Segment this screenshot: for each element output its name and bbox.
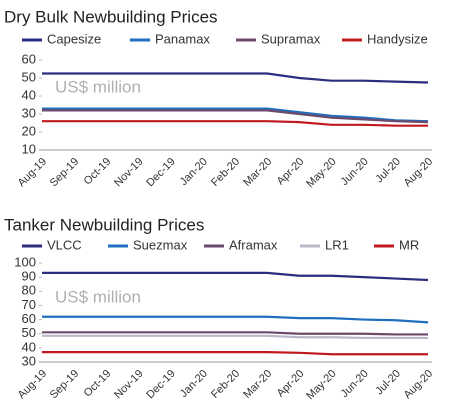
x-tick-label: Jan-20 — [178, 156, 210, 188]
chart-title: Dry Bulk Newbuilding Prices — [4, 7, 218, 26]
chart-title: Tanker Newbuilding Prices — [4, 215, 204, 234]
y-tick-label: 50 — [22, 69, 36, 84]
x-tick-label: Sep-19 — [48, 368, 82, 402]
y-tick-label: 30 — [22, 105, 36, 120]
x-tick-label: Feb-20 — [209, 368, 242, 401]
x-tick-label: Nov-19 — [112, 156, 146, 190]
x-tick-label: Jul-20 — [373, 156, 403, 186]
y-tick-label: 80 — [22, 283, 36, 298]
y-tick-label: 30 — [22, 353, 36, 368]
x-tick-label: Sep-19 — [48, 156, 82, 190]
series-line — [42, 334, 428, 340]
x-tick-label: Nov-19 — [112, 368, 146, 402]
annotation: US$ million — [55, 287, 141, 306]
series-line — [42, 315, 429, 324]
x-tick-label: May-20 — [304, 368, 338, 402]
y-tick-label: 100 — [14, 254, 36, 269]
x-tick-label: Jun-20 — [339, 368, 371, 400]
annotation: US$ million — [55, 77, 141, 96]
legend-label: Handysize — [367, 31, 428, 46]
series-line — [42, 271, 429, 282]
y-tick-label: 50 — [22, 325, 36, 340]
x-tick-label: Mar-20 — [241, 156, 274, 189]
series-line — [42, 107, 429, 123]
x-tick-label: May-20 — [304, 156, 338, 190]
legend-label: VLCC — [47, 237, 82, 252]
y-tick-label: 40 — [22, 339, 36, 354]
legend-label: Panamax — [155, 31, 210, 46]
series-line — [42, 72, 429, 84]
x-tick-label: Dec-19 — [144, 368, 178, 402]
y-tick-label: 70 — [22, 297, 36, 312]
x-tick-label: Aug-20 — [402, 368, 436, 402]
x-tick-label: Mar-20 — [241, 368, 274, 401]
legend-label: LR1 — [325, 237, 349, 252]
x-tick-label: Dec-19 — [144, 156, 178, 190]
y-tick-label: 20 — [22, 123, 36, 138]
x-tick-label: Jul-20 — [373, 368, 403, 398]
legend-label: Supramax — [261, 31, 321, 46]
x-tick-label: Oct-19 — [82, 368, 114, 400]
x-tick-label: Apr-20 — [275, 156, 307, 188]
series-line — [42, 351, 428, 356]
y-tick-label: 60 — [22, 311, 36, 326]
y-tick-label: 40 — [22, 87, 36, 102]
x-tick-label: Feb-20 — [209, 156, 242, 189]
legend-label: Aframax — [229, 237, 278, 252]
x-tick-label: Jun-20 — [339, 156, 371, 188]
x-tick-label: Apr-20 — [275, 368, 307, 400]
y-tick-label: 90 — [22, 269, 36, 284]
legend-label: MR — [399, 237, 419, 252]
x-tick-label: Jan-20 — [178, 368, 210, 400]
legend-label: Suezmax — [133, 237, 188, 252]
x-tick-label: Aug-19 — [16, 156, 50, 190]
series-line — [42, 331, 428, 336]
y-tick-label: 10 — [22, 141, 36, 156]
series-line — [42, 120, 428, 127]
x-tick-label: Oct-19 — [82, 156, 114, 188]
legend-label: Capesize — [47, 31, 101, 46]
series-line — [42, 109, 429, 124]
y-tick-label: 60 — [22, 51, 36, 66]
x-tick-label: Aug-20 — [402, 156, 436, 190]
x-tick-label: Aug-19 — [16, 368, 50, 402]
